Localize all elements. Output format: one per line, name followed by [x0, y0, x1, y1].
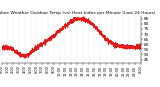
- Title: Milwaukee Weather Outdoor Temp (vs) Heat Index per Minute (Last 24 Hours): Milwaukee Weather Outdoor Temp (vs) Heat…: [0, 11, 156, 15]
